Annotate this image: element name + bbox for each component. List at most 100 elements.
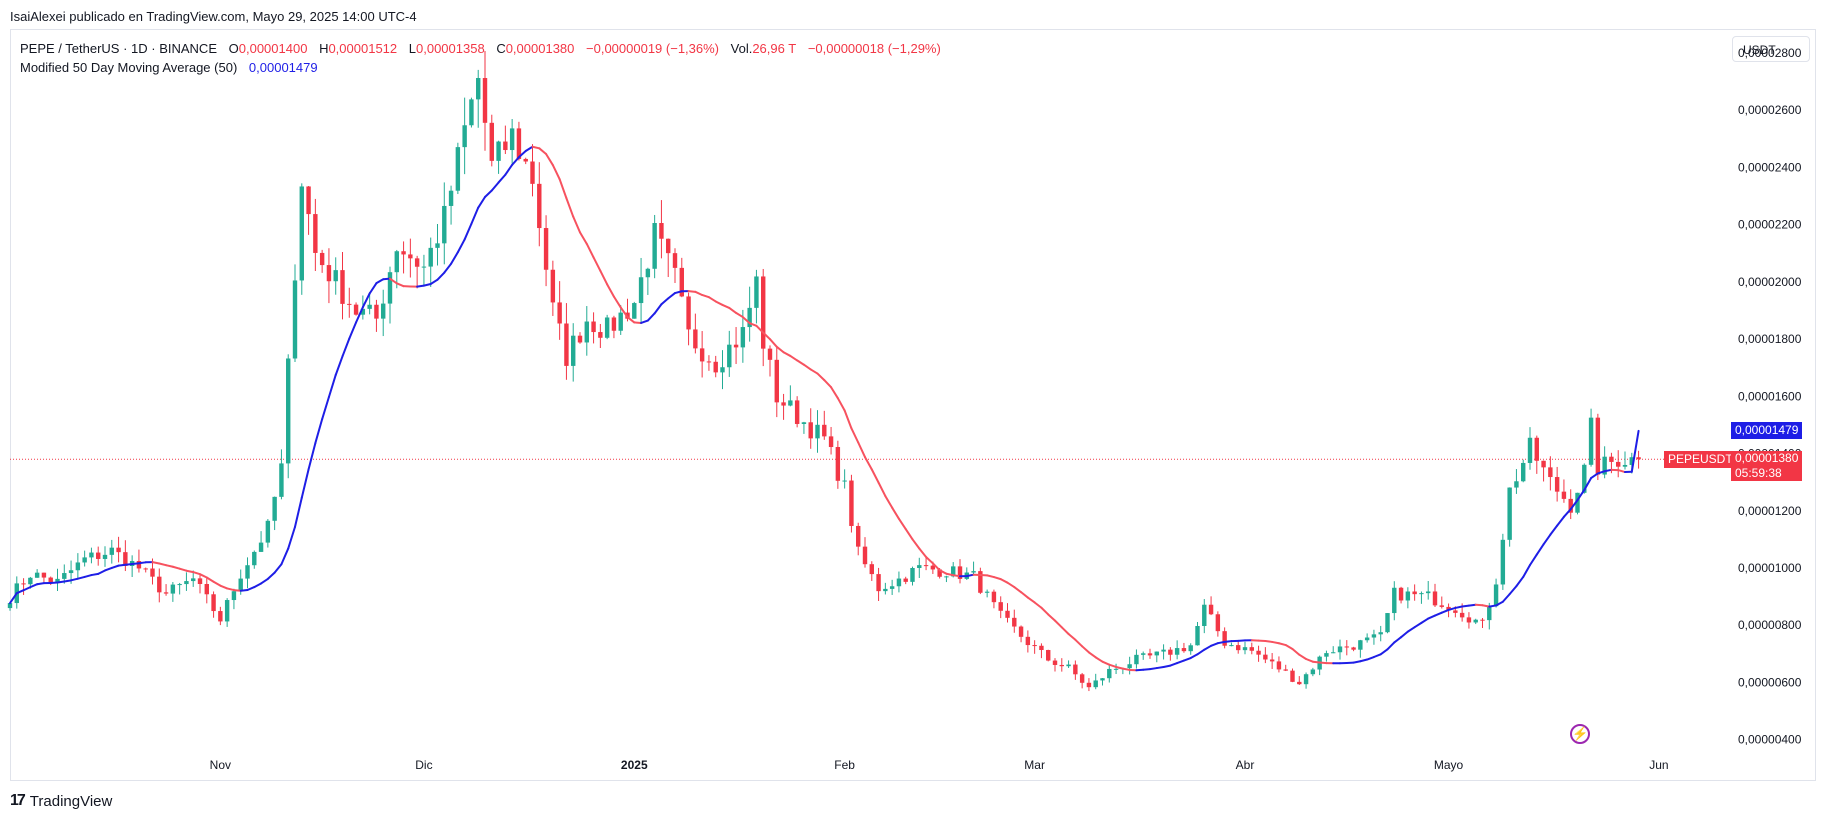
ma-segment xyxy=(918,547,928,558)
candle xyxy=(1127,656,1132,675)
ma-segment xyxy=(1149,667,1158,671)
currency-button[interactable]: USDT xyxy=(1732,36,1810,62)
candle-body xyxy=(1161,649,1166,652)
ma-segment xyxy=(1047,613,1056,622)
candle xyxy=(197,573,203,594)
y-tick-label: 0,00001200 xyxy=(1738,504,1802,518)
candle xyxy=(1493,578,1499,608)
ma-segment xyxy=(585,242,595,259)
candle xyxy=(1290,668,1295,683)
candle xyxy=(401,241,406,274)
candle-body xyxy=(68,570,74,574)
ma-segment xyxy=(579,231,588,245)
candle-body xyxy=(1385,613,1390,633)
footer-brand[interactable]: 17 TradingView xyxy=(10,792,112,810)
ma-segment xyxy=(1176,659,1185,665)
candle-body xyxy=(1310,669,1316,675)
candle-body xyxy=(944,576,949,578)
candle xyxy=(353,302,359,316)
candle-body xyxy=(48,577,53,583)
candle-body xyxy=(1127,664,1132,669)
y-tick-label: 0,00000600 xyxy=(1738,675,1802,689)
candle-body xyxy=(326,265,332,282)
candle-body xyxy=(455,147,461,191)
candle xyxy=(374,299,379,332)
candle xyxy=(1188,643,1193,655)
candle xyxy=(163,584,169,596)
candle-body xyxy=(917,565,922,569)
candle xyxy=(1561,479,1567,503)
candle-body xyxy=(7,603,13,609)
candle xyxy=(41,572,47,583)
candle-body xyxy=(699,348,705,362)
candle-body xyxy=(971,571,976,573)
ma-label[interactable]: Modified 50 Day Moving Average (50) xyxy=(20,60,238,75)
candle xyxy=(1378,625,1383,642)
candle xyxy=(1039,643,1044,659)
close-value: 0,00001380 xyxy=(505,41,575,56)
candle xyxy=(96,546,101,566)
y-tick-label: 0,00002400 xyxy=(1738,160,1802,174)
candle xyxy=(1066,660,1071,668)
candle xyxy=(157,568,162,603)
candle xyxy=(184,572,189,591)
candle xyxy=(794,396,800,428)
candle-body xyxy=(401,251,406,255)
candle-body xyxy=(937,569,942,577)
candle-body xyxy=(489,122,494,161)
candle xyxy=(591,312,596,344)
ma-segment xyxy=(416,284,425,288)
ma-segment xyxy=(497,173,507,184)
candle-body xyxy=(557,302,562,324)
ma-segment xyxy=(660,297,670,306)
ma-segment xyxy=(1393,636,1403,644)
ma-segment xyxy=(484,189,493,198)
candle xyxy=(462,97,467,175)
candle-body xyxy=(693,329,698,349)
candle xyxy=(265,519,271,548)
candle xyxy=(1012,609,1017,633)
candle-body xyxy=(82,557,87,563)
candle-body xyxy=(462,125,467,148)
candle xyxy=(1432,583,1438,607)
candle xyxy=(129,555,135,578)
candle-body xyxy=(265,520,271,543)
ma-segment xyxy=(1461,604,1470,608)
flash-icon[interactable]: ⚡ xyxy=(1570,724,1590,744)
y-axis: 0,00002800 0,00002600 0,00002400 0,00002200… xyxy=(1738,46,1802,747)
candle xyxy=(1527,427,1533,470)
candle xyxy=(455,142,461,195)
brand-name: TradingView xyxy=(29,792,113,810)
ma-segment xyxy=(232,589,242,592)
ma-row: Modified 50 Day Moving Average (50) 0,00… xyxy=(20,58,941,77)
y-tick-label: 0,00001000 xyxy=(1738,561,1802,575)
ma-segment xyxy=(1135,668,1145,672)
candle xyxy=(1269,653,1275,669)
candle xyxy=(1215,611,1221,637)
ma-segment xyxy=(748,322,758,327)
candle xyxy=(279,449,284,500)
candle xyxy=(652,214,657,279)
ma-segment xyxy=(633,321,643,324)
candles xyxy=(7,51,1641,692)
candle-body xyxy=(774,359,779,403)
candle-body xyxy=(1012,617,1017,627)
ma-segment xyxy=(504,163,514,176)
ma-segment xyxy=(9,592,18,605)
candle xyxy=(1636,450,1641,469)
ma-segment xyxy=(1182,657,1192,662)
ma-segment xyxy=(714,300,724,306)
y-tick-label: 0,00001800 xyxy=(1738,332,1802,346)
candle-body xyxy=(1208,604,1214,615)
candle-body xyxy=(903,578,908,582)
candle-body xyxy=(1561,491,1567,499)
candle xyxy=(896,571,902,593)
ma-segment xyxy=(897,517,907,531)
ma-segment xyxy=(755,324,765,334)
candle xyxy=(754,269,759,324)
candle-body xyxy=(1358,640,1363,650)
candle xyxy=(1419,591,1424,604)
candle-body xyxy=(394,251,399,273)
symbol-label[interactable]: PEPE / TetherUS · 1D · BINANCE xyxy=(20,41,217,56)
